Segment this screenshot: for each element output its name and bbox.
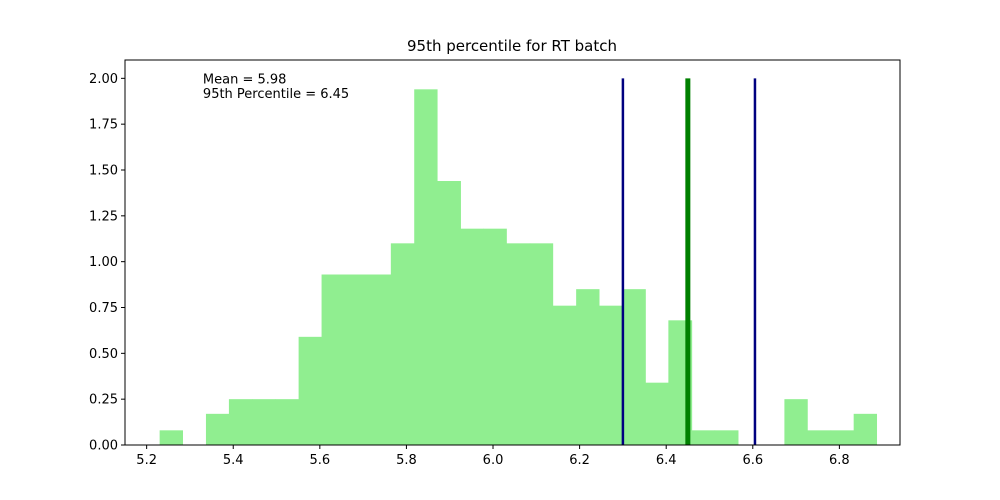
histogram-bar — [576, 289, 600, 445]
histogram-bar — [807, 430, 832, 445]
histogram-bar — [437, 181, 461, 445]
histogram-bar — [298, 336, 322, 445]
x-tick-label: 6.0 — [483, 453, 504, 468]
annotation-text: Mean = 5.98 — [203, 72, 287, 87]
x-tick-label: 6.8 — [829, 453, 850, 468]
chart-title: 95th percentile for RT batch — [407, 37, 617, 55]
histogram-bar — [460, 228, 484, 445]
histogram-bar — [414, 89, 438, 445]
histogram-bar — [714, 430, 739, 445]
x-tick-label: 5.8 — [396, 453, 417, 468]
y-tick-label: 1.25 — [89, 209, 118, 224]
histogram-bar — [483, 228, 507, 445]
histogram-bar — [506, 243, 531, 445]
histogram-bar — [321, 274, 345, 445]
y-tick-label: 2.00 — [89, 72, 118, 87]
histogram-bar — [691, 430, 716, 445]
x-axis: 5.2 5.4 5.6 5.8 6.0 6.2 6.4 6.6 6.8 — [136, 445, 850, 468]
y-tick-label: 1.00 — [89, 255, 118, 270]
histogram-bar — [529, 243, 554, 445]
histogram-bar — [159, 430, 183, 445]
histogram-bar — [599, 305, 623, 445]
histogram-bar — [784, 399, 808, 445]
y-tick-label: 1.50 — [89, 164, 118, 179]
x-tick-label: 5.4 — [223, 453, 244, 468]
vertical-lines — [621, 78, 757, 445]
x-tick-label: 6.6 — [742, 453, 763, 468]
histogram-bar — [228, 399, 253, 445]
histogram-bar — [645, 382, 669, 445]
histogram-bar — [252, 399, 276, 445]
histogram-bar — [830, 430, 855, 445]
histogram-bar — [344, 274, 369, 445]
histogram-bar — [853, 413, 878, 445]
y-tick-label: 0.50 — [89, 347, 118, 362]
x-tick-label: 5.2 — [136, 453, 157, 468]
y-tick-label: 1.75 — [89, 118, 118, 133]
histogram-bar — [367, 274, 392, 445]
y-axis: 0.00 0.25 0.50 0.75 1.00 1.25 1.50 1.75 2.00 — [89, 72, 125, 454]
y-tick-label: 0.25 — [89, 393, 118, 408]
histogram-bar — [390, 243, 415, 445]
x-tick-label: 6.2 — [569, 453, 590, 468]
histogram-bar — [622, 289, 646, 445]
y-tick-label: 0.00 — [89, 439, 118, 454]
histogram-bar — [552, 305, 577, 445]
x-tick-label: 6.4 — [656, 453, 677, 468]
x-tick-label: 5.6 — [309, 453, 330, 468]
annotation-text: 95th Percentile = 6.45 — [203, 87, 349, 102]
plot-frame — [124, 59, 901, 446]
histogram-bar — [275, 399, 300, 445]
y-tick-label: 0.75 — [89, 301, 118, 316]
histogram-bar — [205, 413, 230, 445]
